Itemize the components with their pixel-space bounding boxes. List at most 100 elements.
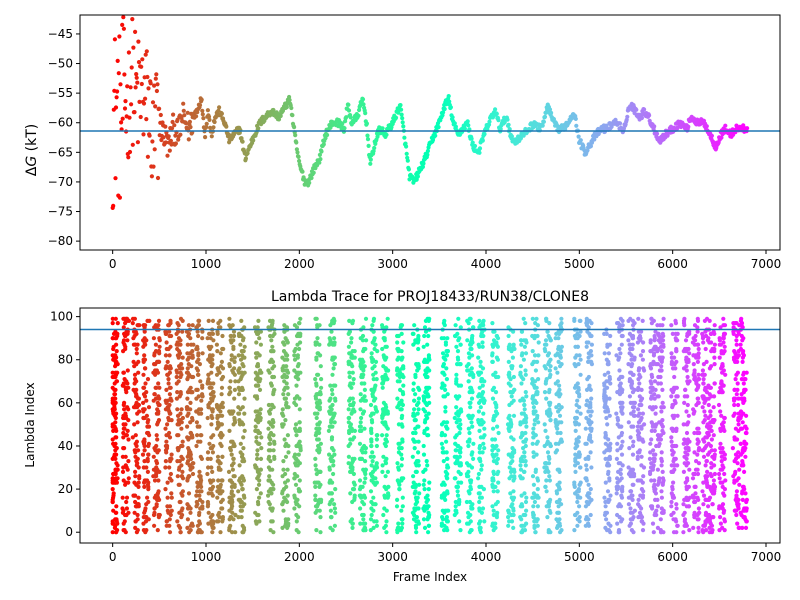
delta-g-point bbox=[415, 174, 420, 179]
lambda-point bbox=[313, 497, 318, 502]
lambda-point bbox=[465, 338, 470, 343]
lambda-point bbox=[196, 333, 201, 339]
delta-g-point bbox=[448, 105, 453, 110]
delta-g-point bbox=[401, 124, 406, 129]
y-tick-label: −70 bbox=[48, 175, 73, 189]
lambda-point bbox=[535, 504, 541, 509]
lambda-point bbox=[616, 484, 621, 489]
lambda-point bbox=[154, 471, 159, 477]
lambda-point bbox=[328, 478, 333, 483]
lambda-point bbox=[441, 480, 446, 485]
lambda-point bbox=[141, 372, 146, 377]
lambda-point bbox=[477, 428, 482, 433]
lambda-point bbox=[156, 394, 161, 399]
lambda-point bbox=[176, 413, 181, 418]
lambda-point bbox=[153, 342, 158, 347]
lambda-point bbox=[398, 407, 403, 412]
lambda-point bbox=[209, 344, 214, 349]
lambda-point bbox=[639, 426, 644, 431]
lambda-point bbox=[206, 521, 211, 526]
lambda-point bbox=[268, 448, 273, 453]
delta-g-point bbox=[480, 138, 485, 143]
lambda-point bbox=[318, 441, 323, 446]
lambda-point bbox=[531, 379, 536, 384]
lambda-point bbox=[238, 480, 243, 485]
lambda-point bbox=[219, 392, 224, 397]
lambda-point bbox=[577, 450, 582, 455]
lambda-point bbox=[233, 379, 238, 384]
lambda-point bbox=[636, 497, 641, 502]
delta-g-point bbox=[115, 89, 120, 94]
lambda-point bbox=[268, 441, 273, 446]
lambda-point bbox=[230, 504, 235, 509]
lambda-point bbox=[143, 381, 148, 386]
delta-g-point bbox=[143, 52, 148, 57]
lambda-point bbox=[180, 318, 185, 323]
lambda-point bbox=[626, 362, 631, 367]
lambda-point bbox=[424, 426, 429, 431]
lambda-point bbox=[421, 452, 427, 457]
lambda-point bbox=[169, 508, 174, 513]
lambda-point bbox=[496, 469, 501, 474]
lambda-point bbox=[330, 497, 335, 502]
delta-g-point bbox=[133, 85, 138, 90]
lambda-point bbox=[121, 325, 126, 330]
delta-g-point bbox=[652, 124, 657, 129]
lambda-point bbox=[328, 396, 333, 401]
lambda-point bbox=[400, 504, 405, 509]
delta-g-point bbox=[450, 115, 455, 120]
lambda-point bbox=[155, 493, 160, 498]
lambda-point bbox=[524, 508, 529, 513]
lambda-point bbox=[332, 362, 338, 367]
lambda-point bbox=[166, 381, 171, 386]
lambda-point bbox=[271, 374, 277, 380]
lambda-point bbox=[258, 407, 263, 412]
lambda-point bbox=[572, 528, 577, 533]
lambda-point bbox=[545, 411, 550, 416]
lambda-point bbox=[544, 316, 549, 321]
lambda-point bbox=[370, 450, 375, 455]
lambda-point bbox=[604, 517, 609, 522]
lambda-point bbox=[346, 461, 351, 466]
lambda-point bbox=[576, 439, 581, 444]
lambda-point bbox=[608, 493, 613, 498]
lambda-point bbox=[374, 433, 379, 438]
lambda-point bbox=[239, 508, 244, 513]
lambda-point bbox=[522, 344, 528, 349]
lambda-point bbox=[236, 489, 241, 494]
delta-g-point bbox=[494, 111, 499, 116]
lambda-point bbox=[229, 357, 234, 362]
delta-g-point bbox=[493, 107, 498, 112]
lambda-point bbox=[531, 504, 536, 509]
lambda-point bbox=[206, 318, 211, 323]
lambda-point bbox=[175, 459, 180, 464]
lambda-point bbox=[292, 506, 297, 511]
lambda-point bbox=[352, 482, 357, 487]
lambda-point bbox=[185, 461, 190, 466]
lambda-point bbox=[217, 413, 222, 418]
lambda-point bbox=[359, 495, 364, 500]
lambda-point bbox=[638, 353, 644, 358]
lambda-point bbox=[313, 396, 319, 401]
lambda-point bbox=[557, 497, 562, 502]
lambda-point bbox=[163, 487, 168, 492]
lambda-point bbox=[231, 344, 236, 349]
lambda-point bbox=[382, 355, 387, 360]
lambda-point bbox=[369, 499, 374, 505]
lambda-point bbox=[184, 329, 189, 334]
delta-g-point bbox=[405, 158, 410, 163]
lambda-point bbox=[242, 370, 247, 375]
lambda-point bbox=[357, 456, 362, 461]
lambda-point bbox=[575, 409, 580, 414]
lambda-point bbox=[586, 491, 591, 496]
lambda-point bbox=[123, 482, 128, 487]
lambda-point bbox=[315, 336, 320, 341]
lambda-point bbox=[194, 366, 199, 371]
lambda-point bbox=[351, 487, 357, 492]
lambda-point bbox=[382, 495, 388, 500]
lambda-point bbox=[346, 415, 351, 421]
lambda-point bbox=[146, 487, 151, 492]
lambda-point bbox=[298, 448, 303, 453]
lambda-point bbox=[122, 407, 127, 412]
delta-g-point bbox=[709, 133, 715, 138]
